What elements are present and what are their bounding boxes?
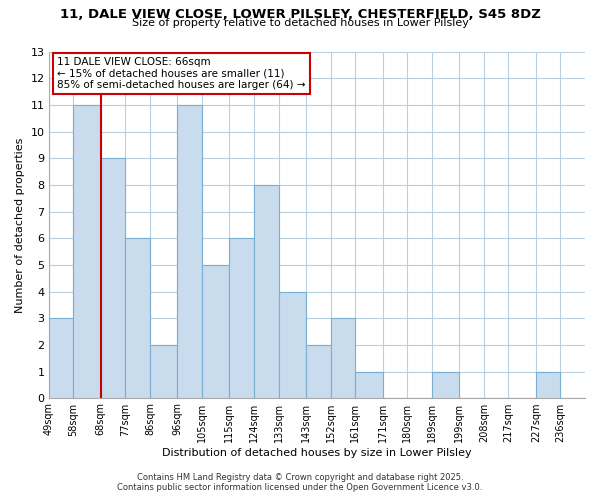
X-axis label: Distribution of detached houses by size in Lower Pilsley: Distribution of detached houses by size … [162,448,472,458]
Bar [355,372,383,398]
Bar [536,372,560,398]
Bar [432,372,459,398]
Bar [229,238,254,398]
Bar [254,185,278,398]
Bar [306,345,331,399]
Bar [331,318,355,398]
Bar [178,105,202,399]
Text: Contains HM Land Registry data © Crown copyright and database right 2025.
Contai: Contains HM Land Registry data © Crown c… [118,473,482,492]
Bar [125,238,150,398]
Bar [73,105,101,399]
Y-axis label: Number of detached properties: Number of detached properties [15,137,25,312]
Text: Size of property relative to detached houses in Lower Pilsley: Size of property relative to detached ho… [131,18,469,28]
Bar [101,158,125,398]
Bar [278,292,306,399]
Bar [202,265,229,398]
Text: 11 DALE VIEW CLOSE: 66sqm
← 15% of detached houses are smaller (11)
85% of semi-: 11 DALE VIEW CLOSE: 66sqm ← 15% of detac… [57,56,305,90]
Bar [49,318,73,398]
Bar [150,345,178,399]
Text: 11, DALE VIEW CLOSE, LOWER PILSLEY, CHESTERFIELD, S45 8DZ: 11, DALE VIEW CLOSE, LOWER PILSLEY, CHES… [59,8,541,20]
